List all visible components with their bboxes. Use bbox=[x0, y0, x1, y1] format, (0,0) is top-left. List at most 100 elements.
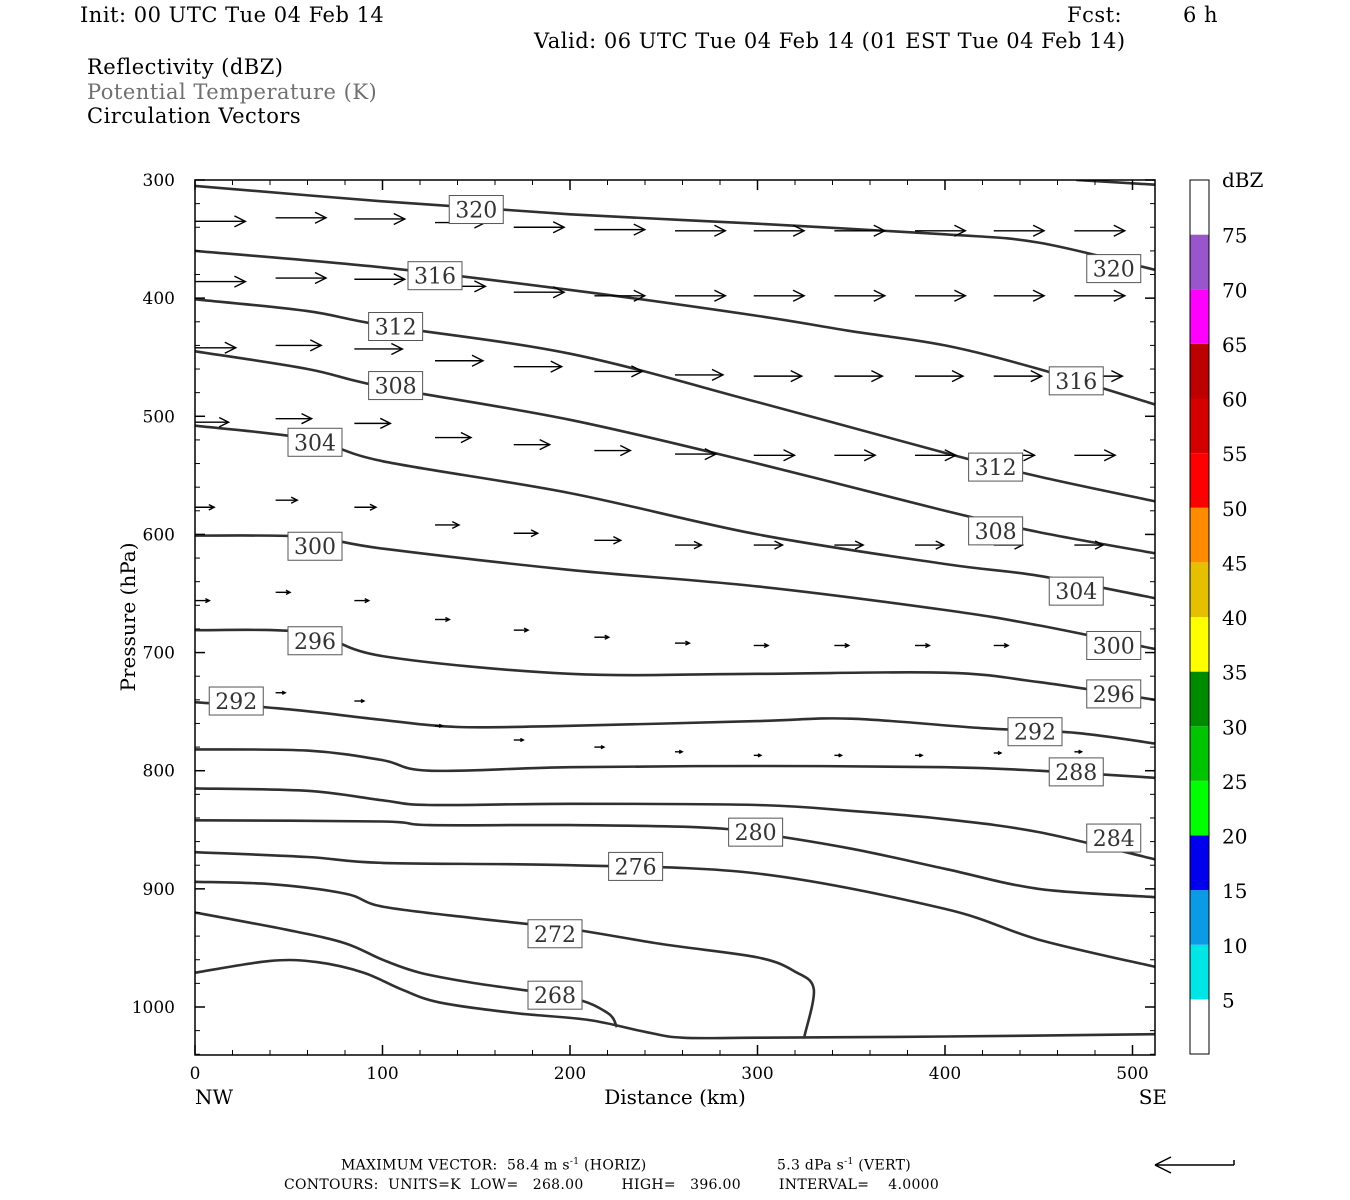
contour-label-276: 276 bbox=[608, 851, 664, 881]
colorbar-tick-label: 40 bbox=[1222, 606, 1247, 630]
contour-label-layer: 320 320 316 316 312 312 308 308 304 304 300 300 296 2… bbox=[208, 195, 1142, 1010]
contour-label-text: 292 bbox=[1014, 721, 1056, 746]
contour-label-304: 304 bbox=[287, 427, 343, 457]
isentrope-264 bbox=[195, 958, 1155, 1040]
wind-vector bbox=[513, 627, 530, 633]
wind-vector bbox=[753, 753, 763, 758]
init-time: Init: 00 UTC Tue 04 Feb 14 bbox=[80, 3, 385, 27]
colorbar-tick-label: 5 bbox=[1222, 988, 1235, 1012]
plot-frame bbox=[194, 179, 1156, 1056]
isentrope-288 bbox=[195, 748, 1155, 780]
wind-vector bbox=[915, 369, 965, 383]
wind-vector bbox=[435, 723, 444, 728]
colorbar-tick-label: 35 bbox=[1222, 661, 1247, 685]
wind-vector bbox=[993, 289, 1046, 302]
wind-vector bbox=[354, 503, 378, 511]
contour-label-text: 272 bbox=[534, 923, 576, 948]
y-tick-label: 300 bbox=[143, 171, 175, 191]
contour-label-text: 308 bbox=[975, 520, 1017, 545]
wind-vector bbox=[675, 749, 684, 754]
contour-label-268: 268 bbox=[527, 980, 583, 1010]
wind-vector bbox=[594, 536, 623, 545]
wind-vector bbox=[594, 365, 644, 378]
contour-label-text: 280 bbox=[735, 821, 777, 846]
colorbar-swatch bbox=[1190, 835, 1209, 891]
colorbar-swatch bbox=[1190, 617, 1209, 672]
colorbar-unit: dBZ bbox=[1222, 168, 1264, 192]
max-horiz-unit: (HORIZ) bbox=[579, 1157, 647, 1174]
vector-layer bbox=[195, 211, 1127, 758]
colorbar-swatch bbox=[1190, 453, 1209, 508]
colorbar-swatch bbox=[1190, 507, 1209, 563]
wind-vector bbox=[195, 275, 247, 288]
y-tick-label: 900 bbox=[143, 880, 175, 900]
wind-vector bbox=[594, 744, 606, 750]
wind-vector bbox=[354, 273, 407, 286]
wind-vector bbox=[675, 640, 691, 646]
max-vert-unit: (VERT) bbox=[853, 1157, 911, 1174]
x-tick-label: 500 bbox=[1116, 1064, 1148, 1084]
wind-vector bbox=[675, 447, 718, 461]
wind-vector bbox=[675, 224, 727, 237]
wind-vector bbox=[275, 412, 314, 425]
max-horiz-exponent: -1 bbox=[569, 1157, 580, 1167]
wind-vector bbox=[354, 698, 366, 704]
colorbar-tick-label: 45 bbox=[1222, 551, 1247, 575]
contour-label-300: 300 bbox=[1086, 630, 1142, 660]
contour-label-text: 296 bbox=[294, 630, 336, 655]
wind-vector bbox=[1074, 749, 1084, 754]
colorbar-tick-label: 30 bbox=[1222, 715, 1247, 739]
wind-vector bbox=[834, 224, 887, 237]
wind-vector bbox=[753, 224, 806, 237]
wind-vector bbox=[275, 496, 299, 504]
field-reflectivity: Reflectivity (dBZ) bbox=[87, 55, 284, 79]
contour-label-296: 296 bbox=[287, 626, 343, 656]
contour-label-316: 316 bbox=[407, 261, 463, 291]
max-horiz-value: MAXIMUM VECTOR: 58.4 m s bbox=[341, 1157, 570, 1174]
contour-label-296: 296 bbox=[1086, 679, 1142, 709]
x-right-end-label: SE bbox=[1139, 1085, 1167, 1109]
wind-vector bbox=[834, 449, 877, 462]
wind-vector bbox=[753, 642, 770, 649]
colorbar-tick-label: 10 bbox=[1222, 934, 1247, 958]
wind-vector bbox=[195, 597, 211, 604]
wind-vector bbox=[275, 211, 328, 224]
colorbar-swatch bbox=[1190, 890, 1209, 945]
colorbar-tick-label: 70 bbox=[1222, 278, 1247, 302]
wind-vector bbox=[513, 737, 525, 743]
wind-vector bbox=[195, 215, 247, 228]
colorbar-tick-label: 65 bbox=[1222, 333, 1247, 357]
colorbar-swatch bbox=[1190, 289, 1209, 344]
wind-vector bbox=[753, 289, 806, 302]
wind-vector bbox=[513, 221, 566, 234]
wind-vector bbox=[354, 342, 404, 356]
colorbar-frame bbox=[1189, 179, 1210, 1055]
colorbar-swatch bbox=[1190, 726, 1209, 781]
wind-vector bbox=[834, 289, 887, 302]
contour-info: CONTOURS: UNITS=K LOW= 268.00 HIGH= 396.… bbox=[284, 1177, 940, 1193]
y-axis-title: Pressure (hPa) bbox=[116, 543, 140, 692]
wind-vector bbox=[834, 540, 865, 550]
wind-vector bbox=[1074, 224, 1127, 237]
isentrope-280 bbox=[195, 819, 1155, 899]
colorbar-tick-label: 60 bbox=[1222, 388, 1247, 412]
contour-label-text: 316 bbox=[1055, 370, 1097, 395]
x-tick-label: 0 bbox=[190, 1064, 201, 1084]
wind-vector bbox=[675, 540, 703, 550]
contour-label-text: 300 bbox=[294, 535, 336, 560]
wind-vector bbox=[435, 354, 485, 367]
field-circulation-vectors: Circulation Vectors bbox=[87, 104, 302, 128]
max-vert-exponent: -1 bbox=[844, 1157, 854, 1167]
wind-vector bbox=[675, 289, 727, 302]
isentrope-268 bbox=[195, 911, 619, 1028]
wind-vector bbox=[195, 503, 216, 511]
colorbar-swatch bbox=[1190, 780, 1209, 836]
wind-vector bbox=[915, 289, 967, 302]
colorbar-tick-label: 20 bbox=[1222, 825, 1247, 849]
wind-vector bbox=[594, 634, 611, 640]
y-tick-label: 1000 bbox=[132, 998, 175, 1018]
axis-layer: 0 100 200 300 400 500 300 400 500 600 700 800 900 100… bbox=[132, 171, 1155, 1084]
isentrope-276 bbox=[195, 850, 1155, 969]
contour-label-320: 320 bbox=[448, 195, 504, 225]
wind-vector bbox=[513, 360, 564, 373]
